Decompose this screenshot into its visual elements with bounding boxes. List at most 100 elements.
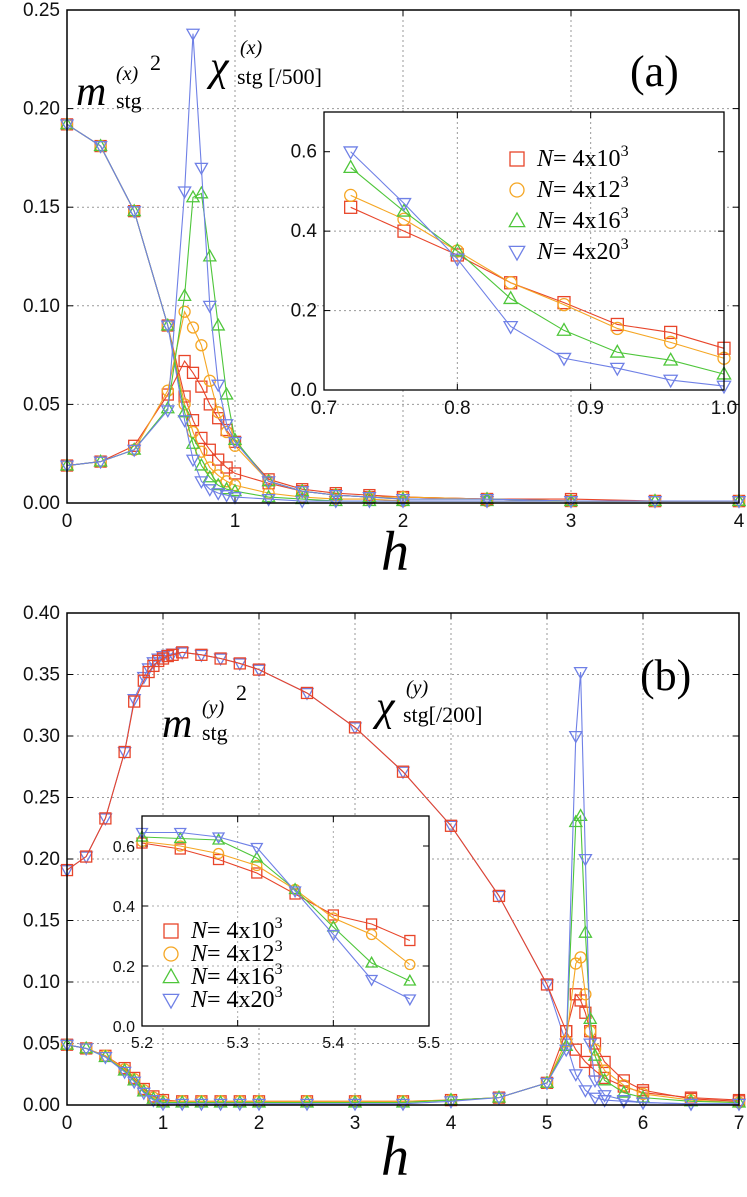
panel-b-data-point (176, 646, 189, 659)
panel-a-data-point (228, 467, 242, 480)
panel-a-series-line (66, 33, 739, 502)
panel-b-inset-series-line (142, 831, 411, 1000)
panel-a-inset-data-point (342, 159, 359, 174)
panel-b-data-point (635, 1097, 651, 1111)
panel-b-x-tick-label: 2 (254, 1113, 265, 1134)
panel-b-data-point (598, 1071, 611, 1085)
panel-a-data-point (220, 425, 233, 439)
panel-a-data-point (203, 461, 216, 474)
panel-a-inset-y-ticks: 0.0 0.2 0.4 0.6 (291, 142, 724, 401)
panel-a-data-point (261, 473, 276, 487)
panel-a-data-point (563, 495, 579, 509)
panel-b-data-point (579, 988, 592, 1001)
panel-a-data-point (160, 320, 175, 334)
panel-a-m-power: 2 (150, 50, 161, 75)
panel-a-data-point (161, 384, 174, 397)
panel-a-inset-data-point (396, 197, 412, 212)
panel-b-inset-y-tick-label: 0.4 (113, 899, 135, 916)
panel-b-inset-series-N12 (136, 835, 416, 971)
panel-a-data-point (219, 419, 234, 432)
panel-a-label: (a) (630, 47, 679, 96)
panel-a-inset-data-point (609, 344, 626, 358)
panel-b-data-point (299, 687, 315, 701)
panel-a-chi-annotation: χ (x) stg [/500] (206, 37, 322, 90)
panel-a-data-point (160, 400, 175, 414)
panel-b-inset-data-point (326, 929, 340, 942)
panel-a-data-point (194, 457, 209, 471)
panel-a-inset-series-N12 (344, 188, 731, 365)
panel-b-inset-data-point (251, 867, 263, 879)
panel-a-inset-series-line (350, 206, 725, 349)
panel-a-inset-y-tick-label: 0.2 (291, 301, 317, 322)
panel-b-inset-legend-label: N= 4x203 (190, 984, 283, 1013)
panel-a-data-point (261, 476, 276, 489)
panel-b-data-point (136, 1083, 151, 1097)
panel-b-inset-data-point (212, 847, 225, 860)
panel-a-inset-legend-marker (508, 211, 526, 228)
panel-b-inset-data-point (250, 842, 264, 855)
panel-b-inset-data-point (173, 827, 187, 840)
panel-b-inset-legend-label: N= 4x123 (190, 938, 283, 967)
panel-a-data-point (261, 494, 276, 507)
panel-b-inset-legend-label: N= 4x103 (190, 915, 283, 944)
panel-b-inset-frame (141, 815, 430, 1027)
panel-b-inset-x-tick-label: 5.4 (322, 1035, 344, 1052)
panel-b-inset-legend-marker (162, 967, 180, 984)
panel-b-data-point (251, 1094, 267, 1108)
panel-b-data-point (395, 1094, 411, 1108)
panel-b-data-point (731, 1094, 747, 1108)
panel-a-inset-data-point (610, 317, 624, 332)
panel-a-inset-x-tick-label: 0.8 (444, 398, 470, 419)
panel-b-inset-data-point (211, 832, 226, 845)
panel-b-inset-data-point (404, 934, 416, 947)
panel-b-y-ticks: 0.00 0.05 0.10 0.15 0.20 0.25 0.30 0.35 0.40 (23, 603, 739, 1116)
panel-b-inset-data-point (403, 994, 417, 1007)
panel-b-data-point (443, 820, 459, 834)
panel-a-y-tick-label: 0.00 (23, 493, 60, 514)
panel-b-data-point (299, 1094, 315, 1108)
panel-a-data-point (177, 288, 192, 301)
panel-b-data-point (213, 1094, 228, 1108)
panel-a-data-point (479, 495, 495, 509)
panel-a-data-point (127, 444, 142, 458)
panel-a-inset-grid (324, 112, 724, 390)
panel-b-data-point (127, 1076, 142, 1090)
panel-a-data-point (362, 489, 377, 503)
panel-b-inset-data-point (365, 928, 378, 941)
panel-b-inset-legend-marker (163, 923, 179, 939)
panel-b-data-point (79, 1043, 94, 1057)
panel-a-data-point (186, 366, 200, 379)
panel-b-data-point (175, 1094, 190, 1108)
panel-b-data-point (118, 745, 131, 759)
panel-a-data-point (195, 339, 208, 352)
panel-a-inset-data-point (609, 362, 626, 377)
panel-a-x-tick-label: 2 (398, 511, 409, 532)
panel-a-data-point (227, 436, 243, 450)
panel-b-data-point (347, 722, 363, 736)
panel-a-data-point (177, 415, 192, 428)
panel-a-data-point (395, 494, 411, 507)
panel-b-inset-y-tick-label: 0.6 (113, 839, 135, 856)
panel-b-data-point (598, 1064, 611, 1077)
panel-b-data-point (156, 652, 170, 665)
panel-b-y-tick-label: 0.10 (23, 972, 60, 993)
panel-b-data-point (166, 648, 179, 661)
panel-a-data-point (160, 317, 175, 331)
panel-b-data-point (492, 889, 506, 903)
panel-b-data-point (128, 695, 141, 708)
panel-b-data-point (617, 1079, 630, 1092)
panel-a-y-tick-label: 0.20 (23, 99, 60, 120)
panel-a-m-symbol: m (76, 69, 106, 115)
panel-b-inset-legend-marker (163, 946, 179, 962)
panel-b-inset-data-point (364, 955, 379, 968)
panel-b-inset-data-point (288, 886, 302, 899)
panel-b-data-point (597, 1072, 612, 1086)
panel-b-inset-x-ticks: 5.2 5.3 5.4 5.5 (131, 816, 440, 1052)
panel-a-data-point (127, 203, 142, 217)
panel-b-data-point (127, 694, 142, 707)
panel-a-inset-x-tick-label: 0.9 (577, 398, 603, 419)
panel-a-inset-series-line (350, 167, 725, 375)
panel-b-data-point (573, 808, 588, 821)
